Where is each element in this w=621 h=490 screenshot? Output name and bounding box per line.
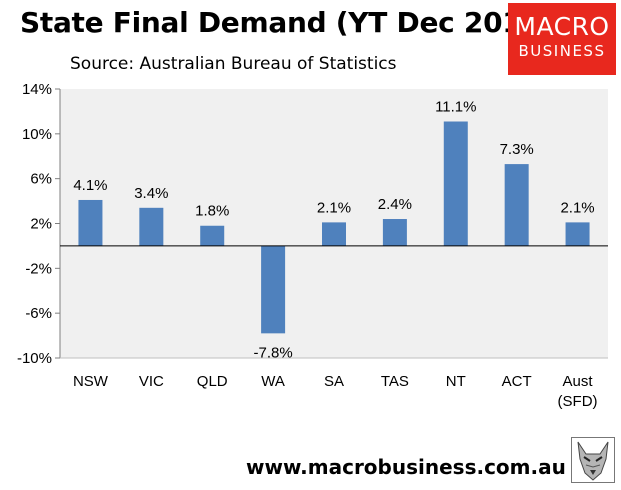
y-tick-label: -2% bbox=[25, 260, 52, 277]
x-tick-label: ACT bbox=[502, 373, 532, 390]
data-label: 1.8% bbox=[195, 203, 229, 220]
x-tick-label: SA bbox=[324, 373, 344, 390]
x-tick-label: WA bbox=[261, 373, 285, 390]
data-label: -7.8% bbox=[254, 344, 293, 361]
y-tick-label: 14% bbox=[22, 81, 52, 98]
website-url: www.macrobusiness.com.au bbox=[246, 455, 566, 479]
data-label: 2.4% bbox=[378, 196, 412, 213]
x-tick-label: (SFD) bbox=[558, 393, 598, 410]
x-tick-label: QLD bbox=[197, 373, 228, 390]
bar bbox=[200, 225, 225, 246]
bar bbox=[261, 245, 286, 334]
x-tick-label: NSW bbox=[73, 373, 109, 390]
x-tick-label: TAS bbox=[381, 373, 409, 390]
logo-line-1: MACRO bbox=[514, 12, 610, 41]
bar bbox=[443, 121, 468, 246]
bar bbox=[322, 222, 346, 246]
data-label: 2.1% bbox=[317, 199, 351, 216]
bar bbox=[504, 164, 529, 246]
data-label: 2.1% bbox=[560, 199, 594, 216]
y-tick-label: -6% bbox=[25, 305, 52, 322]
y-tick-label: -10% bbox=[17, 350, 52, 367]
chart-title: State Final Demand (YT Dec 2016) bbox=[20, 6, 554, 39]
y-tick-label: 6% bbox=[30, 171, 52, 188]
x-tick-label: NT bbox=[446, 373, 466, 390]
x-tick-label: VIC bbox=[139, 373, 164, 390]
x-tick-label: Aust bbox=[563, 373, 594, 390]
y-tick-label: 2% bbox=[30, 216, 52, 233]
wolf-logo-icon bbox=[571, 437, 615, 483]
y-tick-label: 10% bbox=[22, 126, 52, 143]
bar bbox=[139, 207, 164, 246]
bar bbox=[565, 222, 590, 246]
data-label: 4.1% bbox=[73, 177, 107, 194]
bar bbox=[78, 199, 103, 246]
bar bbox=[382, 219, 407, 246]
data-label: 7.3% bbox=[500, 141, 534, 158]
macrobusiness-logo: MACRO BUSINESS bbox=[508, 3, 616, 75]
logo-line-2: BUSINESS bbox=[518, 42, 606, 60]
data-label: 3.4% bbox=[134, 185, 168, 202]
data-label: 11.1% bbox=[435, 99, 476, 116]
chart-source: Source: Australian Bureau of Statistics bbox=[70, 54, 397, 74]
